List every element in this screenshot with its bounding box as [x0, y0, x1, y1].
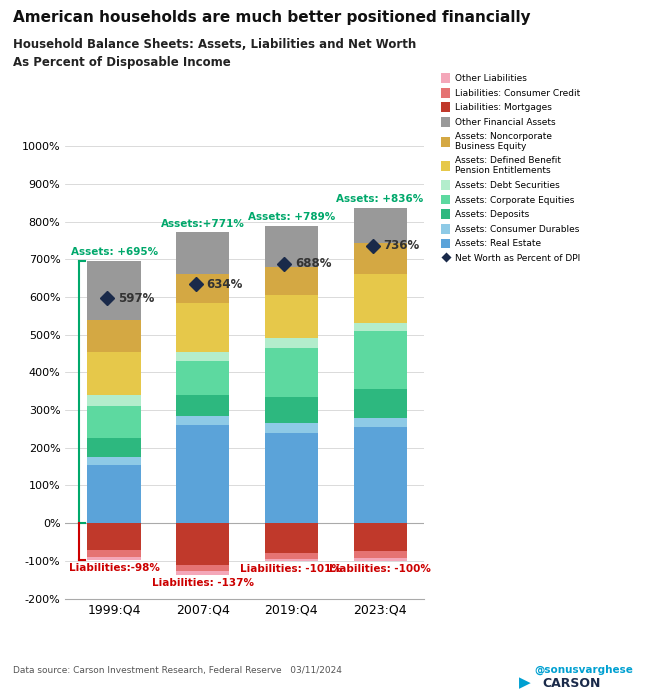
Bar [88, 523, 140, 550]
Text: Liabilities: -101%: Liabilities: -101% [240, 564, 342, 574]
Bar [353, 523, 407, 551]
Bar [265, 397, 318, 423]
Text: Liabilities: -137%: Liabilities: -137% [151, 578, 254, 588]
Bar [176, 571, 229, 575]
Bar [353, 208, 407, 244]
Bar [265, 226, 318, 267]
Text: Assets:+771%: Assets:+771% [161, 219, 245, 229]
Text: Assets: +695%: Assets: +695% [71, 247, 157, 258]
Text: As Percent of Disposable Income: As Percent of Disposable Income [13, 56, 231, 69]
Bar [176, 523, 229, 564]
Text: 736%: 736% [384, 239, 420, 252]
Bar [265, 433, 318, 523]
Text: 597%: 597% [118, 292, 154, 305]
Bar [88, 457, 140, 465]
Bar [176, 395, 229, 416]
Text: 634%: 634% [206, 278, 243, 291]
Bar [265, 553, 318, 559]
Text: @sonusvarghese: @sonusvarghese [535, 665, 633, 675]
Bar [265, 295, 318, 338]
Bar [353, 331, 407, 389]
Bar [88, 319, 140, 351]
Text: CARSON: CARSON [542, 677, 600, 690]
Text: 688%: 688% [295, 258, 332, 270]
Bar [88, 550, 140, 557]
Bar [176, 361, 229, 395]
Bar [265, 423, 318, 433]
Text: Household Balance Sheets: Assets, Liabilities and Net Worth: Household Balance Sheets: Assets, Liabil… [13, 38, 417, 52]
Bar [88, 465, 140, 523]
Bar [265, 523, 318, 553]
Bar [353, 244, 407, 274]
Bar [353, 322, 407, 331]
Bar [176, 303, 229, 351]
Bar [265, 559, 318, 561]
Bar [265, 338, 318, 348]
Text: Assets: +836%: Assets: +836% [336, 194, 424, 204]
Bar [353, 389, 407, 418]
Text: Liabilities: -100%: Liabilities: -100% [329, 564, 431, 574]
Bar [176, 416, 229, 425]
Bar [353, 558, 407, 561]
Bar [265, 267, 318, 295]
Bar [176, 274, 229, 303]
Bar [353, 274, 407, 322]
Bar [176, 232, 229, 274]
Bar [176, 425, 229, 523]
Text: ▶: ▶ [519, 675, 531, 690]
Bar [88, 395, 140, 406]
Text: American households are much better positioned financially: American households are much better posi… [13, 10, 531, 26]
Bar [176, 351, 229, 361]
Bar [88, 261, 140, 319]
Text: Liabilities:-98%: Liabilities:-98% [69, 563, 159, 573]
Bar [353, 427, 407, 523]
Text: Data source: Carson Investment Research, Federal Reserve   03/11/2024: Data source: Carson Investment Research,… [13, 666, 342, 675]
Legend: Other Liabilities, Liabilities: Consumer Credit, Liabilities: Mortgages, Other F: Other Liabilities, Liabilities: Consumer… [438, 70, 584, 267]
Bar [88, 438, 140, 457]
Bar [88, 406, 140, 438]
Bar [88, 351, 140, 395]
Bar [265, 348, 318, 397]
Bar [353, 551, 407, 558]
Text: Assets: +789%: Assets: +789% [247, 212, 335, 222]
Bar [176, 564, 229, 571]
Bar [353, 418, 407, 427]
Bar [88, 557, 140, 560]
